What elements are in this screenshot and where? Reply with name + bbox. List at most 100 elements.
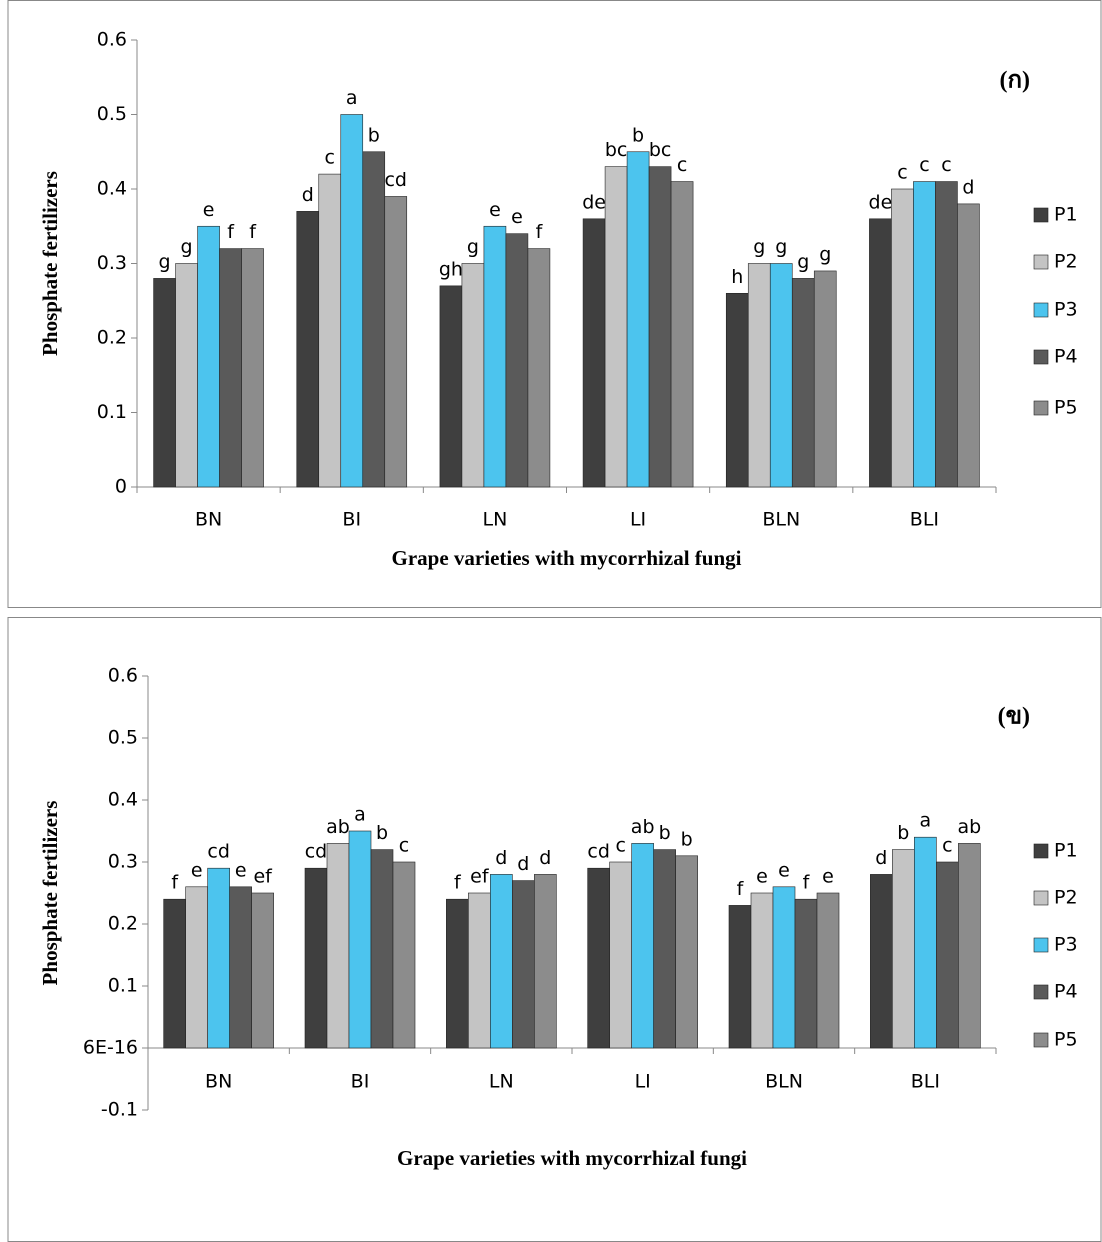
- x-tick-label: BI: [342, 509, 361, 531]
- bar: [241, 248, 264, 488]
- x-axis-title: Grape varieties with mycorrhizal fungi: [392, 546, 742, 570]
- value-label: e: [203, 199, 215, 221]
- x-tick-label: BN: [195, 509, 222, 531]
- x-tick-label: LN: [489, 1071, 514, 1093]
- bar: [582, 218, 606, 488]
- legend-swatch: [1033, 400, 1049, 416]
- value-label: b: [681, 828, 693, 850]
- annotation: (ก): [999, 68, 1030, 94]
- y-axis-title: Phosphate fertilizers: [38, 171, 62, 356]
- value-label: f: [171, 872, 179, 894]
- legend-swatch: [1033, 843, 1049, 859]
- value-label: c: [615, 835, 625, 857]
- legend-swatch: [1033, 1032, 1049, 1048]
- value-label: ef: [470, 866, 490, 888]
- bar: [769, 263, 793, 488]
- bar: [153, 278, 176, 488]
- value-label: e: [489, 199, 501, 221]
- value-label: e: [822, 866, 834, 888]
- value-label: g: [797, 251, 809, 273]
- bar: [527, 248, 551, 488]
- value-label: cd: [384, 169, 407, 191]
- bar: [869, 218, 892, 488]
- x-tick-label: BN: [205, 1071, 232, 1093]
- bar: [439, 285, 463, 488]
- y-tick-label: 0.2: [108, 913, 138, 935]
- value-label: c: [325, 147, 335, 169]
- bar: [604, 166, 628, 488]
- x-tick-label: BLN: [765, 1071, 803, 1093]
- value-label: a: [920, 810, 932, 832]
- bar: [505, 233, 529, 488]
- bar: [490, 874, 513, 1049]
- legend-swatch: [1033, 254, 1049, 270]
- legend-swatch: [1033, 207, 1049, 223]
- y-tick-label: 0.3: [97, 252, 127, 274]
- y-tick-label: 0.3: [108, 851, 138, 873]
- bar: [392, 861, 416, 1049]
- bar: [958, 843, 981, 1049]
- y-tick-label: 0.5: [108, 727, 138, 749]
- value-label: e: [778, 859, 790, 881]
- bar: [219, 248, 242, 488]
- bar: [468, 892, 491, 1049]
- value-label: d: [875, 847, 887, 869]
- bar: [185, 886, 208, 1049]
- bar: [957, 203, 980, 488]
- value-label: ef: [253, 866, 273, 888]
- bar: [163, 898, 186, 1049]
- chart-frame: [7, 0, 1102, 608]
- bar: [512, 880, 535, 1049]
- x-tick-label: LI: [630, 509, 646, 531]
- value-label: c: [942, 835, 952, 857]
- bar: [446, 898, 469, 1049]
- x-tick-label: BI: [351, 1071, 370, 1093]
- bar: [747, 263, 771, 488]
- legend-label: P4: [1054, 346, 1078, 368]
- bar: [251, 892, 274, 1049]
- value-label: f: [536, 221, 544, 243]
- legend-label: P3: [1054, 299, 1078, 321]
- bar: [870, 874, 893, 1049]
- bar: [794, 898, 818, 1049]
- value-label: d: [517, 853, 529, 875]
- value-label: e: [511, 206, 523, 228]
- y-tick-label: 0.4: [108, 789, 138, 811]
- bar: [609, 861, 632, 1049]
- value-label: c: [399, 835, 409, 857]
- bar: [207, 867, 230, 1049]
- value-label: c: [919, 154, 929, 176]
- y-axis-title: Phosphate fertilizers: [38, 801, 62, 986]
- value-label: ab: [326, 816, 350, 838]
- value-label: a: [346, 87, 358, 109]
- x-tick-label: LN: [483, 509, 508, 531]
- legend-swatch: [1033, 302, 1049, 318]
- x-axis-title: Grape varieties with mycorrhizal fungi: [397, 1146, 747, 1170]
- bar: [816, 892, 840, 1049]
- y-tick-label: 0.6: [108, 665, 138, 687]
- bar: [670, 181, 694, 488]
- bar: [229, 886, 252, 1049]
- value-label: b: [368, 124, 380, 146]
- bar: [648, 166, 672, 488]
- legend-label: P2: [1054, 251, 1078, 273]
- bar: [936, 861, 959, 1049]
- value-label: g: [159, 251, 171, 273]
- value-label: cd: [587, 841, 610, 863]
- value-label: gh: [439, 258, 463, 280]
- value-label: bc: [605, 139, 628, 161]
- bar: [318, 173, 342, 488]
- bar: [750, 892, 774, 1049]
- value-label: d: [302, 184, 314, 206]
- value-label: f: [454, 872, 462, 894]
- value-label: e: [756, 866, 768, 888]
- legend-swatch: [1033, 937, 1049, 953]
- legend-swatch: [1033, 349, 1049, 365]
- bar: [326, 843, 350, 1049]
- annotation: (ข): [998, 704, 1030, 730]
- value-label: ab: [631, 816, 655, 838]
- bar: [772, 886, 796, 1049]
- bar: [197, 225, 220, 488]
- value-label: ab: [957, 816, 981, 838]
